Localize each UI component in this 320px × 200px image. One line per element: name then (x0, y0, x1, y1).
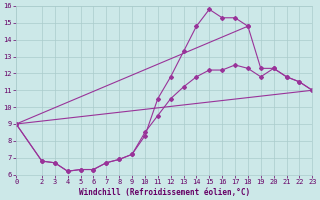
X-axis label: Windchill (Refroidissement éolien,°C): Windchill (Refroidissement éolien,°C) (79, 188, 250, 197)
